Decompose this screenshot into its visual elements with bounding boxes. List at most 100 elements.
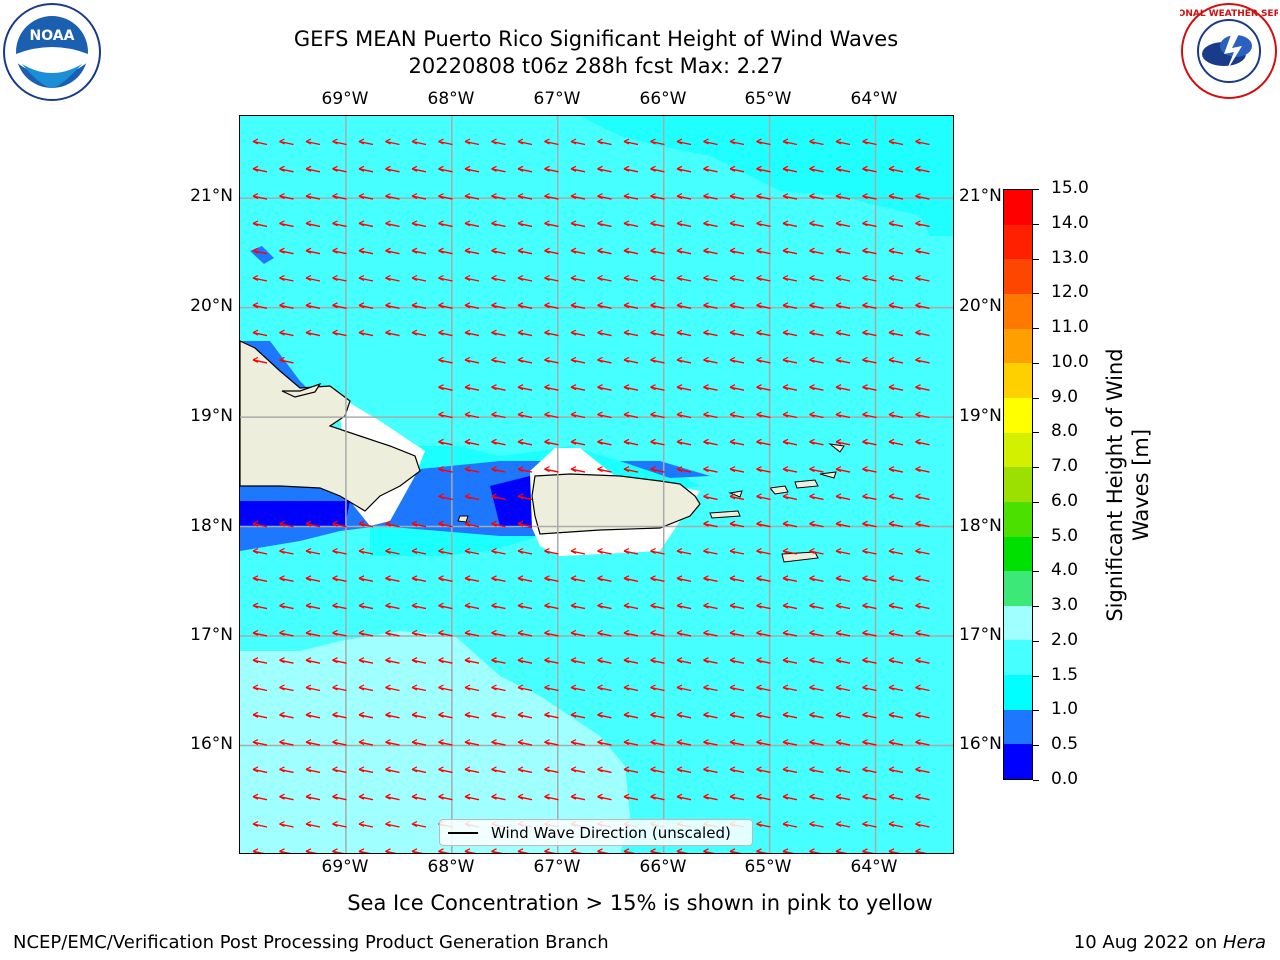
wind-arrow-head bbox=[862, 165, 868, 172]
wind-arrow-head bbox=[305, 848, 312, 853]
wind-arrow-head bbox=[438, 602, 444, 609]
colorbar-tick-mark bbox=[1033, 606, 1039, 608]
wind-arrow-head bbox=[756, 247, 762, 254]
wind-arrow-head bbox=[252, 629, 259, 636]
wind-arrow-head bbox=[252, 766, 259, 773]
wind-arrow-head bbox=[888, 356, 895, 363]
lat-label-right: 19°N bbox=[959, 406, 1002, 426]
wind-arrow-head bbox=[782, 684, 789, 691]
wind-arrow-head bbox=[862, 657, 868, 664]
wind-arrow-head bbox=[517, 493, 524, 500]
wind-arrow-head bbox=[491, 438, 497, 445]
wind-arrow-head bbox=[570, 274, 577, 282]
wind-arrow-head bbox=[703, 684, 709, 691]
colorbar-segment bbox=[1004, 467, 1032, 502]
wind-arrow-head bbox=[676, 657, 683, 664]
colorbar-tick-label: 4.0 bbox=[1051, 560, 1079, 581]
wind-arrow-head bbox=[623, 274, 630, 282]
wind-arrow-head bbox=[464, 739, 471, 746]
wind-arrow-head bbox=[676, 384, 683, 391]
wind-arrow-head bbox=[835, 547, 842, 555]
colorbar-tick-label: 11.0 bbox=[1051, 317, 1089, 338]
lon-label-bottom: 67°W bbox=[533, 857, 581, 877]
wind-arrow-head bbox=[544, 848, 550, 853]
colorbar-segment bbox=[1004, 744, 1032, 779]
map-panel[interactable]: Wind Wave Direction (unscaled) bbox=[239, 115, 954, 854]
wind-arrow-head bbox=[756, 493, 762, 500]
wind-arrow-head bbox=[332, 848, 338, 853]
wind-arrow-head bbox=[305, 165, 312, 172]
wind-arrow-head bbox=[703, 356, 709, 363]
wind-arrow-head bbox=[888, 193, 895, 200]
wind-arrow-head bbox=[597, 739, 603, 746]
wind-arrow-head bbox=[676, 329, 683, 336]
wind-arrow-head bbox=[597, 793, 603, 800]
wind-arrow-head bbox=[782, 384, 789, 391]
wind-arrow-head bbox=[756, 411, 762, 418]
wind-arrow-head bbox=[438, 384, 444, 391]
wind-arrow-head bbox=[862, 602, 868, 609]
wind-arrow-head bbox=[703, 165, 709, 172]
footer-branch: NCEP/EMC/Verification Post Processing Pr… bbox=[13, 932, 609, 953]
wind-arrow-head bbox=[358, 547, 365, 555]
wind-arrow-head bbox=[888, 602, 895, 609]
wind-arrow-head bbox=[782, 438, 789, 445]
wind-arrow-head bbox=[597, 575, 603, 582]
wind-arrow-head bbox=[650, 657, 656, 664]
wind-arrow-head bbox=[570, 602, 577, 609]
colorbar-label: Significant Height of Wind Waves [m] bbox=[1102, 348, 1154, 621]
wind-arrow-head bbox=[782, 547, 789, 555]
colorbar-tick-label: 8.0 bbox=[1051, 421, 1079, 442]
wind-arrow-head bbox=[252, 684, 259, 691]
map-canvas bbox=[240, 116, 953, 853]
wind-arrow-head bbox=[464, 138, 471, 145]
wind-arrow-head bbox=[411, 766, 418, 773]
wind-arrow-head bbox=[888, 711, 895, 718]
wind-arrow-head bbox=[544, 575, 550, 582]
wind-arrow-head bbox=[517, 329, 524, 336]
wind-arrow-head bbox=[703, 602, 709, 609]
wind-arrow-head bbox=[464, 329, 471, 336]
wind-arrow-head bbox=[915, 629, 921, 636]
wind-arrow-head bbox=[570, 247, 577, 254]
wind-arrow-head bbox=[597, 356, 603, 363]
wind-arrow-head bbox=[385, 547, 391, 555]
wind-arrow-head bbox=[597, 629, 603, 636]
wind-arrow-head bbox=[835, 220, 842, 227]
wind-arrow-head bbox=[491, 193, 497, 200]
sea-ice-note-text: Sea Ice Concentration > 15% is shown in … bbox=[347, 891, 933, 915]
wind-arrow-head bbox=[888, 493, 895, 500]
wind-arrow-head bbox=[358, 138, 365, 145]
wind-arrow-head bbox=[597, 165, 603, 172]
wind-arrow-head bbox=[809, 520, 815, 527]
wind-arrow-head bbox=[305, 520, 312, 527]
wind-arrow-head bbox=[782, 602, 789, 609]
wind-arrow-head bbox=[915, 466, 921, 473]
wind-arrow-head bbox=[279, 575, 285, 582]
wind-arrow-head bbox=[491, 247, 497, 254]
wind-arrow-head bbox=[888, 629, 895, 636]
wind-arrow-head bbox=[279, 766, 285, 773]
wind-arrow-head bbox=[491, 739, 497, 746]
wind-arrow-head bbox=[676, 602, 683, 609]
wind-arrow-head bbox=[862, 274, 868, 282]
wind-arrow-head bbox=[305, 684, 312, 691]
wind-arrow-head bbox=[358, 739, 365, 746]
nws-logo: NATIONAL WEATHER SERVICE bbox=[1180, 3, 1278, 99]
wind-arrow-head bbox=[279, 193, 285, 200]
wind-arrow-head bbox=[729, 766, 736, 773]
colorbar-segment bbox=[1004, 709, 1032, 745]
colorbar-tick-label: 1.0 bbox=[1051, 699, 1079, 720]
wind-arrow-head bbox=[358, 820, 365, 828]
wave-field-deepblue-west bbox=[240, 501, 350, 526]
wind-arrow-head bbox=[570, 466, 577, 473]
wind-arrow-head bbox=[517, 356, 524, 363]
wind-arrow-head bbox=[809, 274, 815, 282]
wind-arrow-head bbox=[517, 739, 524, 746]
wind-arrow-head bbox=[385, 193, 391, 200]
wind-arrow-head bbox=[703, 193, 709, 200]
wind-arrow-head bbox=[464, 629, 471, 636]
wind-arrow-head bbox=[782, 711, 789, 718]
wind-arrow-head bbox=[703, 848, 709, 853]
wind-arrow-head bbox=[438, 411, 444, 418]
